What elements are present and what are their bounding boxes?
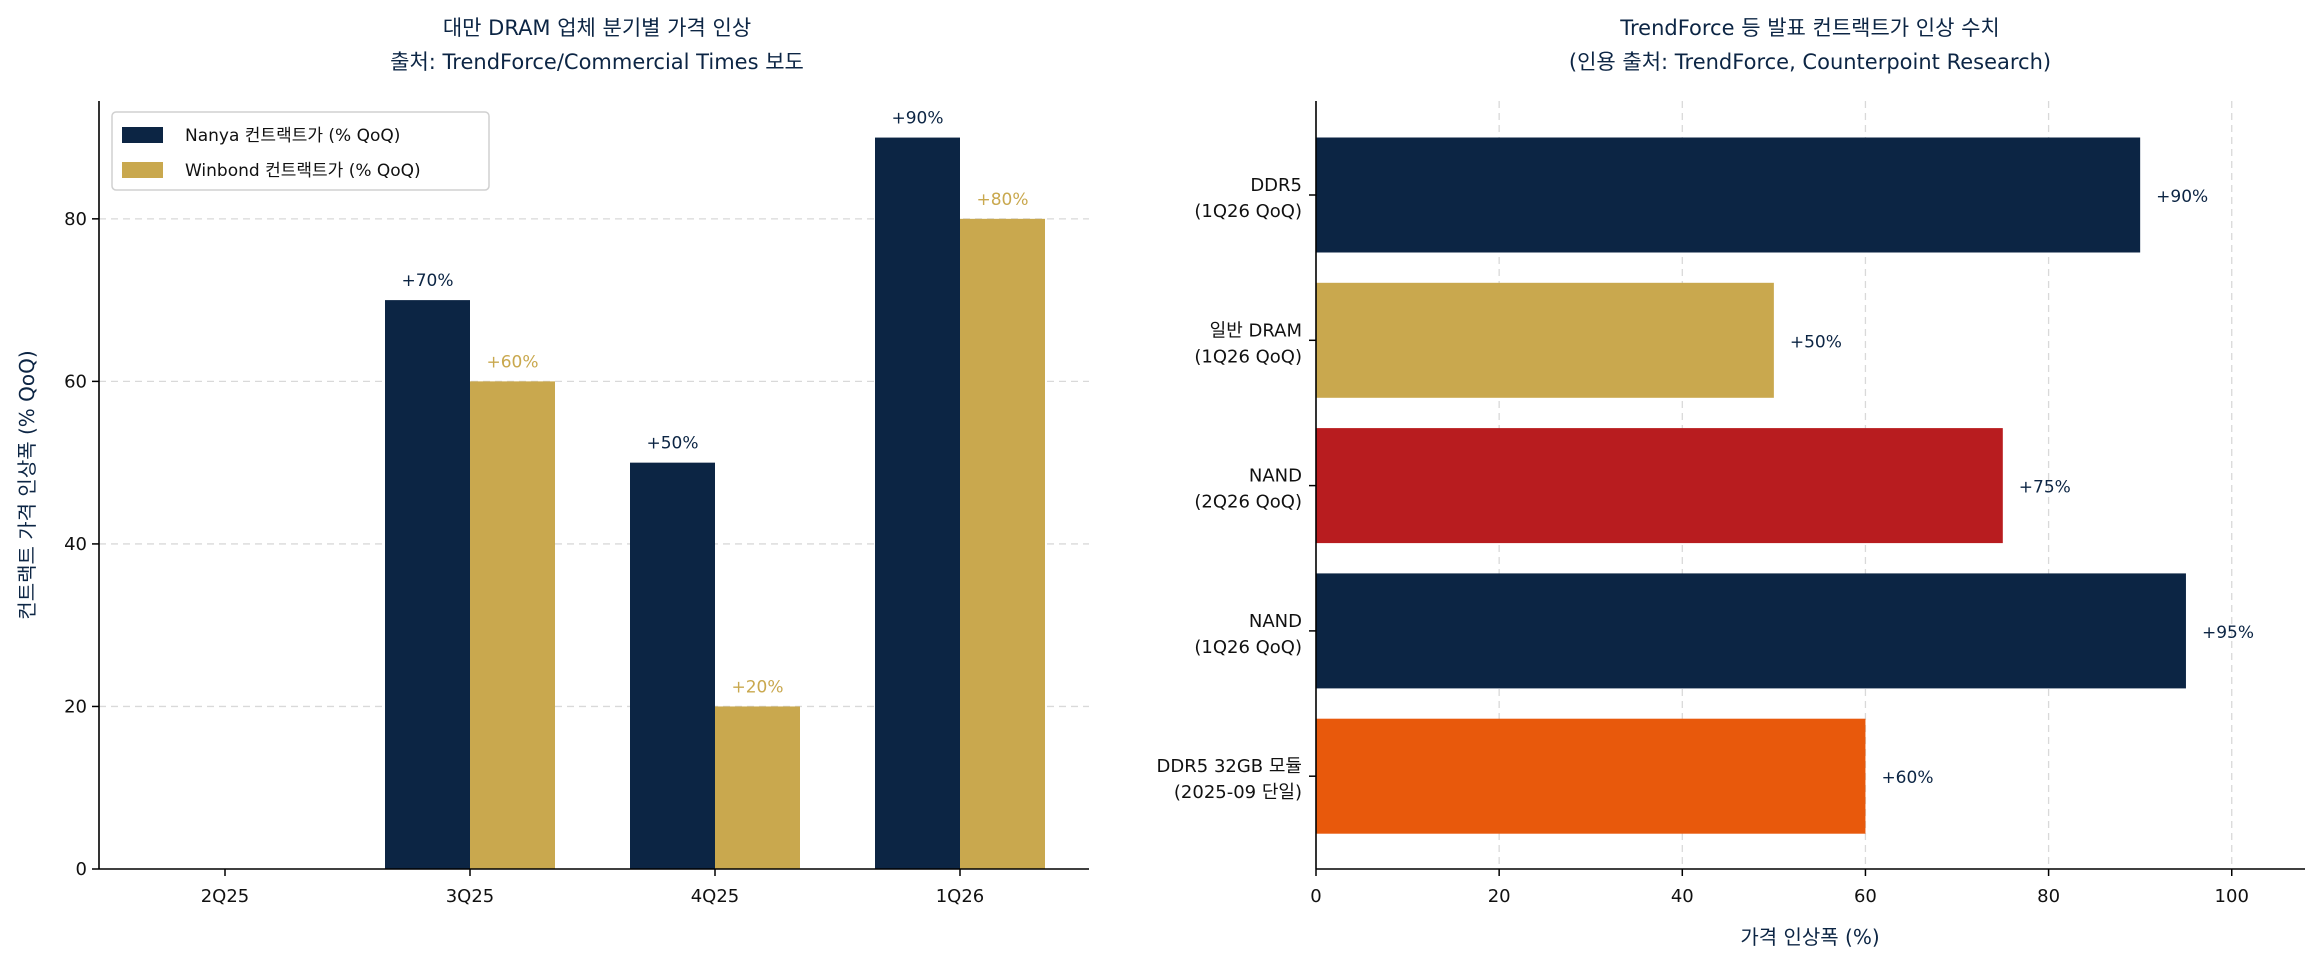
data-label: +90% bbox=[2156, 187, 2208, 207]
data-label: +60% bbox=[1881, 768, 1933, 788]
y-tick-label-line: (1Q26 QoQ) bbox=[1194, 637, 1302, 658]
data-label: +75% bbox=[2019, 478, 2071, 498]
bar-4 bbox=[1316, 718, 1866, 834]
data-label: +50% bbox=[1790, 332, 1842, 352]
legend-entry: Nanya 컨트랙트가 (% QoQ) bbox=[185, 126, 400, 146]
right-chart: TrendForce 등 발표 컨트랙트가 인상 수치 (인용 출처: Trend… bbox=[1157, 16, 2305, 949]
data-label: +20% bbox=[731, 677, 783, 697]
x-tick-label: 1Q26 bbox=[936, 886, 985, 907]
y-tick-label: NAND (1Q26 QoQ) bbox=[1194, 611, 1302, 658]
y-tick-label-line: NAND bbox=[1249, 611, 1302, 632]
y-tick-label-line: (1Q26 QoQ) bbox=[1194, 346, 1302, 367]
y-tick-label-line: 일반 DRAM bbox=[1210, 320, 1302, 341]
x-tick-label: 0 bbox=[1310, 886, 1321, 907]
y-tick-label: 20 bbox=[64, 696, 87, 717]
y-tick-label-line: NAND bbox=[1249, 466, 1302, 487]
x-tick-label: 20 bbox=[1488, 886, 1511, 907]
x-tick-label: 60 bbox=[1854, 886, 1877, 907]
bar-winbond-3Q25 bbox=[470, 381, 555, 869]
y-tick-label: 60 bbox=[64, 371, 87, 392]
bar-winbond-1Q26 bbox=[960, 218, 1045, 870]
bar-nanya-4Q25 bbox=[630, 462, 715, 869]
bar-3 bbox=[1316, 573, 2186, 689]
data-label: +60% bbox=[486, 352, 538, 372]
legend: Nanya 컨트랙트가 (% QoQ) Winbond 컨트랙트가 (% QoQ) bbox=[111, 111, 490, 191]
y-tick-label-line: (2Q26 QoQ) bbox=[1194, 492, 1302, 513]
y-tick-label: DDR5 32GB 모듈 (2025-09 단일) bbox=[1157, 756, 1302, 803]
x-tick-label: 100 bbox=[2215, 886, 2249, 907]
y-tick-label: 일반 DRAM (1Q26 QoQ) bbox=[1194, 320, 1302, 367]
legend-swatch bbox=[122, 127, 163, 143]
x-tick-label: 80 bbox=[2037, 886, 2060, 907]
data-label: +50% bbox=[646, 434, 698, 454]
bar-1 bbox=[1316, 282, 1774, 398]
bar-0 bbox=[1316, 137, 2141, 253]
legend-swatch bbox=[122, 162, 163, 178]
y-tick-label: 80 bbox=[64, 209, 87, 230]
data-label: +95% bbox=[2202, 623, 2254, 643]
x-tick-label: 40 bbox=[1671, 886, 1694, 907]
data-label: +80% bbox=[976, 190, 1028, 210]
y-tick-label: NAND (2Q26 QoQ) bbox=[1194, 466, 1302, 513]
y-tick-label-line: (2025-09 단일) bbox=[1174, 782, 1302, 803]
y-tick-label: 0 bbox=[76, 859, 87, 880]
bar-nanya-3Q25 bbox=[385, 300, 470, 870]
y-tick-label-line: (1Q26 QoQ) bbox=[1194, 201, 1302, 222]
bar-winbond-4Q25 bbox=[715, 706, 800, 869]
x-axis-label: 가격 인상폭 (%) bbox=[1740, 925, 1879, 949]
x-tick-label: 2Q25 bbox=[201, 886, 250, 907]
y-tick-label-line: DDR5 32GB 모듈 bbox=[1157, 756, 1302, 777]
right-chart-subtitle: (인용 출처: TrendForce, Counterpoint Researc… bbox=[1569, 50, 2051, 74]
y-tick-label-line: DDR5 bbox=[1250, 175, 1302, 196]
left-chart-subtitle: 출처: TrendForce/Commercial Times 보도 bbox=[390, 50, 804, 74]
legend-entry: Winbond 컨트랙트가 (% QoQ) bbox=[185, 161, 421, 181]
bar-nanya-1Q26 bbox=[875, 137, 960, 870]
bar-2 bbox=[1316, 428, 2003, 544]
y-axis-label: 컨트랙트 가격 인상폭 (% QoQ) bbox=[15, 350, 39, 619]
y-tick-label: DDR5 (1Q26 QoQ) bbox=[1194, 175, 1302, 222]
right-chart-title: TrendForce 등 발표 컨트랙트가 인상 수치 bbox=[1619, 16, 2000, 40]
legend-box bbox=[111, 111, 490, 191]
x-tick-label: 3Q25 bbox=[446, 886, 495, 907]
x-tick-label: 4Q25 bbox=[691, 886, 740, 907]
data-label: +70% bbox=[401, 271, 453, 291]
left-chart-title: 대만 DRAM 업체 분기별 가격 인상 bbox=[443, 16, 751, 40]
data-label: +90% bbox=[891, 109, 943, 129]
y-tick-label: 40 bbox=[64, 534, 87, 555]
